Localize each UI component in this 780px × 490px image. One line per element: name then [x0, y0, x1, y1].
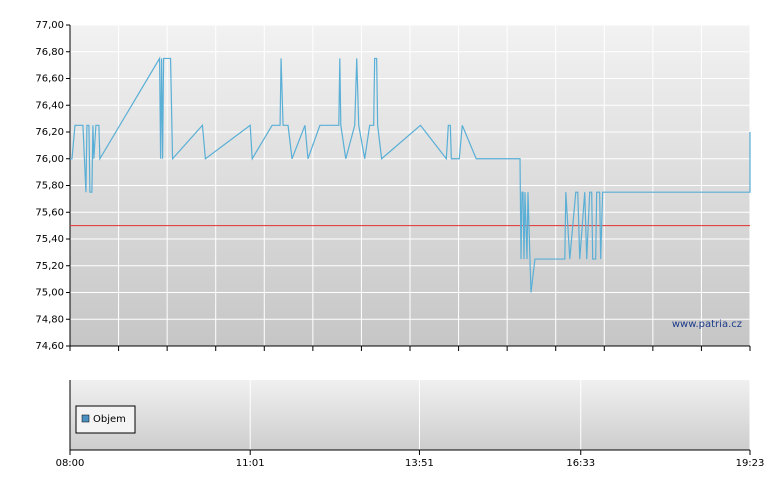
- y-tick-label: 76,60: [35, 74, 64, 85]
- x-tick-label: 08:00: [56, 458, 85, 469]
- y-tick-label: 75,00: [35, 288, 64, 299]
- price-line: [70, 56, 751, 293]
- y-tick-label: 75,60: [35, 207, 64, 218]
- y-tick-label: 74,60: [35, 341, 64, 352]
- y-tick-label: 76,00: [35, 154, 64, 165]
- volume-area: [70, 380, 750, 450]
- y-tick-label: 75,20: [35, 261, 64, 272]
- y-tick-label: 75,40: [35, 234, 64, 245]
- chart-layer: 74,60 74,80 75,00 75,20 75,40 75,60 75,80 76,00…: [35, 20, 764, 469]
- y-tick-label: 76,80: [35, 47, 64, 58]
- legend-box: [75, 405, 136, 434]
- legend-label: Objem: [93, 414, 126, 425]
- x-tick-label: 16:33: [566, 458, 595, 469]
- y-tick-label: 75,80: [35, 181, 64, 192]
- x-tick-label: 11:01: [236, 458, 265, 469]
- y-tick-label: 76,40: [35, 100, 64, 111]
- x-tick-label: 13:51: [405, 458, 434, 469]
- watermark: www.patria.cz: [672, 319, 742, 330]
- y-tick-label: 76,20: [35, 127, 64, 138]
- legend-swatch: [81, 414, 90, 423]
- y-tick-label: 77,00: [35, 20, 64, 31]
- x-tick-label: 19:23: [736, 458, 765, 469]
- y-tick-label: 74,80: [35, 314, 64, 325]
